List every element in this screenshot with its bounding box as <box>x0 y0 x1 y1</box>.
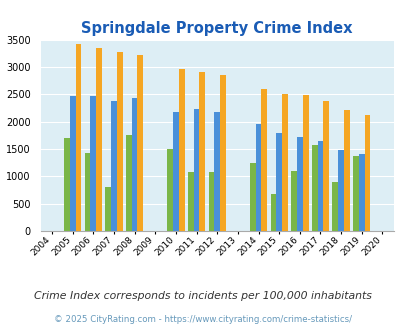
Bar <box>323 101 328 231</box>
Bar <box>173 112 178 231</box>
Bar <box>255 124 261 231</box>
Bar <box>364 115 370 231</box>
Bar <box>317 141 323 231</box>
Bar <box>90 96 96 231</box>
Bar <box>352 156 358 231</box>
Bar <box>117 52 122 231</box>
Bar <box>208 172 214 231</box>
Bar <box>343 110 349 231</box>
Bar <box>199 72 205 231</box>
Bar <box>337 149 343 231</box>
Text: Crime Index corresponds to incidents per 100,000 inhabitants: Crime Index corresponds to incidents per… <box>34 291 371 301</box>
Bar <box>261 89 266 231</box>
Title: Springdale Property Crime Index: Springdale Property Crime Index <box>81 21 352 36</box>
Bar <box>167 149 173 231</box>
Bar <box>332 182 337 231</box>
Text: © 2025 CityRating.com - https://www.cityrating.com/crime-statistics/: © 2025 CityRating.com - https://www.city… <box>54 315 351 324</box>
Bar <box>249 163 255 231</box>
Bar <box>105 187 111 231</box>
Bar <box>137 55 143 231</box>
Bar <box>96 49 102 231</box>
Bar <box>290 171 296 231</box>
Bar <box>302 95 308 231</box>
Bar <box>281 94 287 231</box>
Bar <box>178 69 184 231</box>
Bar <box>188 172 193 231</box>
Bar <box>296 137 302 231</box>
Bar <box>126 135 131 231</box>
Bar <box>358 154 364 231</box>
Bar <box>70 96 75 231</box>
Bar <box>131 98 137 231</box>
Bar <box>220 75 225 231</box>
Bar <box>64 138 70 231</box>
Bar <box>84 153 90 231</box>
Bar <box>193 109 199 231</box>
Bar <box>270 194 276 231</box>
Bar <box>111 101 117 231</box>
Bar <box>276 133 281 231</box>
Bar <box>311 145 317 231</box>
Bar <box>75 44 81 231</box>
Bar <box>214 112 220 231</box>
